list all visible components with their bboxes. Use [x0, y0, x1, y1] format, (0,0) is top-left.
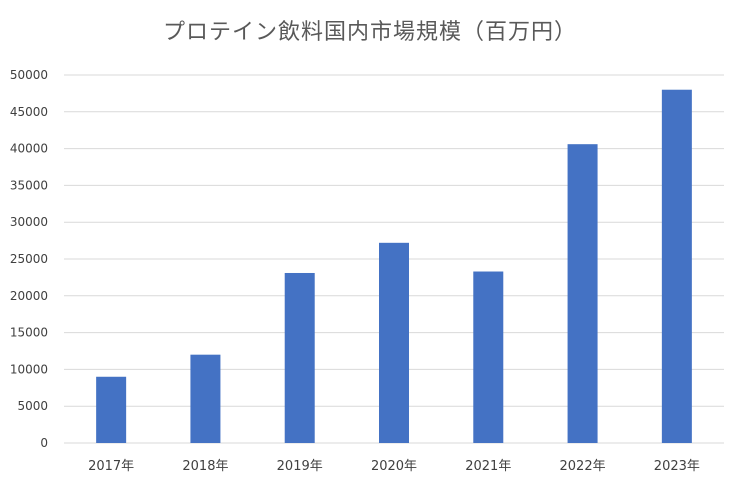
- x-tick-label: 2018年: [182, 459, 228, 474]
- bar-2017年: [96, 376, 127, 443]
- bars: [96, 89, 692, 443]
- y-tick-label: 15000: [10, 326, 48, 340]
- x-tick-label: 2019年: [277, 459, 323, 474]
- x-tick-label: 2023年: [654, 459, 700, 474]
- y-tick-label: 30000: [10, 215, 48, 229]
- bar-2019年: [284, 272, 315, 443]
- chart-title: プロテイン飲料国内市場規模（百万円）: [162, 20, 577, 45]
- bar-2023年: [661, 89, 692, 443]
- y-tick-label: 25000: [10, 252, 48, 266]
- x-tick-label: 2020年: [371, 459, 417, 474]
- y-tick-label: 40000: [10, 142, 48, 156]
- x-tick-label: 2022年: [560, 459, 606, 474]
- y-tick-label: 35000: [10, 178, 48, 192]
- y-axis-ticks: 0 5000 10000 15000 20000 25000 30000 35000 40000…: [10, 68, 48, 450]
- bar-2020年: [379, 242, 409, 443]
- y-tick-label: 10000: [10, 362, 48, 376]
- bar-2022年: [567, 144, 598, 443]
- x-tick-label: 2021年: [465, 459, 511, 474]
- y-tick-label: 0: [40, 436, 48, 450]
- bar-2018年: [190, 354, 221, 443]
- y-tick-label: 20000: [10, 289, 48, 303]
- y-tick-label: 45000: [10, 105, 48, 119]
- x-axis-ticks: 2017年 2018年 2019年 2020年 2021年 2022年 2023年: [88, 459, 700, 474]
- bar-2021年: [473, 271, 504, 443]
- x-tick-label: 2017年: [88, 459, 134, 474]
- y-tick-label: 50000: [10, 68, 48, 82]
- y-tick-label: 5000: [17, 399, 48, 413]
